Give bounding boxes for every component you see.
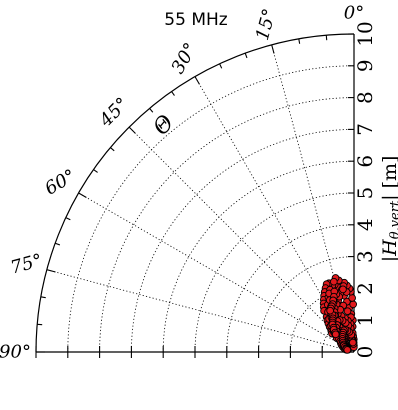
radial-axis-label: |Hθ,vert| [m]: [379, 156, 398, 263]
angular-major-tick: [194, 76, 200, 85]
radial-gridline: [99, 97, 355, 353]
radial-tick-label: 3: [353, 250, 377, 263]
radial-tick-label: 4: [353, 218, 377, 231]
angular-minor-tick: [40, 296, 46, 299]
angular-major-tick: [46, 269, 56, 273]
radial-label-suffix: | [m]: [379, 156, 398, 201]
radial-tick-label: 8: [353, 91, 377, 104]
radial-label-h: H: [379, 239, 398, 257]
radial-tick-labels: 0 1 2 3 4 5 6 7 8 9 10: [353, 21, 377, 358]
angular-tick-label: 75°: [8, 250, 44, 279]
angular-tick-label: 15°: [252, 6, 281, 42]
data-point: [326, 306, 335, 315]
radial-gridline: [226, 224, 355, 353]
data-point: [348, 294, 356, 302]
angular-minor-tick: [110, 147, 115, 152]
angular-tick-label: 0°: [344, 3, 364, 24]
radial-label-subscript: θ,vert: [388, 200, 398, 239]
chart-title: 55 MHz: [164, 10, 227, 30]
radial-tick-label: 5: [353, 187, 377, 200]
radial-label-prefix: |: [379, 256, 398, 262]
radial-gridline: [131, 129, 355, 353]
angular-tick-label: 90°: [0, 342, 31, 363]
angular-minor-tick: [219, 63, 223, 69]
angular-minor-tick: [298, 38, 301, 44]
angular-minor-tick: [54, 242, 61, 246]
radial-tick-label: 6: [353, 155, 377, 168]
grid-layer: [46, 44, 355, 353]
data-point: [339, 285, 347, 294]
radial-tick-label: 2: [353, 282, 377, 295]
angular-major-tick: [271, 44, 275, 54]
data-point: [329, 277, 338, 286]
data-point: [331, 330, 340, 339]
radial-tick-label: 9: [353, 59, 377, 72]
angular-tick-label: 30°: [167, 39, 201, 77]
data-point: [343, 346, 352, 354]
angular-gridline: [128, 126, 355, 353]
angular-major-tick: [78, 192, 87, 198]
angular-minor-tick: [93, 169, 98, 173]
radial-tick-label: 1: [353, 314, 377, 327]
angular-minor-tick: [171, 91, 175, 96]
angular-minor-tick: [65, 217, 71, 221]
data-point: [348, 338, 357, 347]
data-point: [343, 307, 352, 316]
angular-major-tick: [128, 126, 136, 134]
angular-tick-label: 45°: [95, 94, 133, 132]
angular-tick-label: 60°: [41, 165, 79, 199]
radial-tick-label: 0: [353, 346, 377, 359]
angular-gridline: [78, 192, 355, 353]
radial-tick-label: 7: [353, 123, 377, 136]
angular-minor-tick: [149, 108, 154, 113]
angular-tick-labels: 0° 15° 30° 45° 60° 75° 90°: [0, 3, 364, 363]
data-point: [349, 300, 358, 309]
angular-axis-label: Θ: [149, 111, 180, 141]
data-points: [319, 274, 358, 354]
radial-tick-label: 10: [353, 21, 377, 46]
angular-minor-tick: [244, 52, 248, 59]
radial-gridline: [194, 192, 355, 353]
